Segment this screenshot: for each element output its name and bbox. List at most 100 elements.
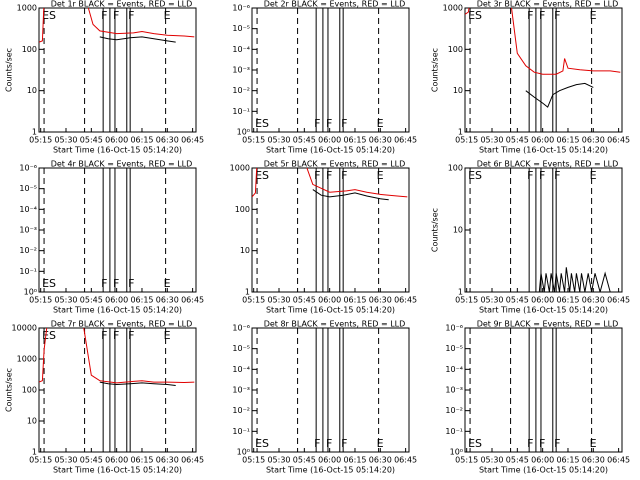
y-tick-label: 100 bbox=[235, 205, 250, 214]
x-tick-label: 05:15 bbox=[29, 456, 52, 465]
y-axis-label: Counts/sec bbox=[431, 208, 440, 252]
x-tick-label: 05:15 bbox=[455, 136, 478, 145]
x-tick-label: 06:30 bbox=[369, 136, 392, 145]
x-tick-label: 06:30 bbox=[369, 456, 392, 465]
data-line bbox=[465, 8, 621, 75]
x-tick-label: 05:45 bbox=[506, 136, 529, 145]
event-label: F bbox=[554, 437, 560, 450]
y-tick-label: 10⁰ bbox=[237, 128, 250, 137]
x-tick-label: 05:30 bbox=[267, 296, 290, 305]
y-tick-label: 1000 bbox=[17, 4, 37, 13]
y-tick-label: 10 bbox=[27, 417, 37, 426]
y-tick-label: 100 bbox=[448, 164, 463, 173]
y-tick-label: 10⁻⁴ bbox=[19, 205, 37, 214]
x-tick-label: 05:45 bbox=[293, 456, 316, 465]
y-tick-label: 100 bbox=[22, 386, 37, 395]
y-tick-label: 10⁻¹ bbox=[445, 427, 463, 436]
x-tick-label: 06:15 bbox=[130, 136, 153, 145]
x-axis-label: Start Time (16-Oct-15 05:14:20) bbox=[266, 306, 395, 315]
event-label: F bbox=[314, 169, 320, 182]
event-label: F bbox=[113, 9, 119, 22]
event-label: E bbox=[164, 277, 171, 290]
y-axis-label: Counts/sec bbox=[5, 368, 14, 412]
event-label: E bbox=[590, 9, 597, 22]
event-label: F bbox=[326, 117, 332, 130]
x-tick-label: 06:00 bbox=[531, 296, 554, 305]
event-label: F bbox=[101, 277, 107, 290]
y-tick-label: 1000 bbox=[443, 4, 463, 13]
event-label: F bbox=[113, 277, 119, 290]
x-tick-label: 05:15 bbox=[242, 456, 265, 465]
event-label: E bbox=[590, 169, 597, 182]
x-tick-label: 06:45 bbox=[181, 296, 204, 305]
data-line bbox=[99, 381, 176, 386]
y-tick-label: 1 bbox=[458, 288, 463, 297]
x-tick-label: 06:45 bbox=[394, 136, 417, 145]
y-tick-label: 10⁻⁴ bbox=[232, 45, 250, 54]
y-tick-label: 10⁻³ bbox=[232, 66, 250, 75]
y-tick-label: 10⁰ bbox=[450, 448, 463, 457]
x-tick-label: 05:45 bbox=[506, 456, 529, 465]
y-tick-label: 10⁻³ bbox=[232, 386, 250, 395]
x-tick-label: 06:15 bbox=[556, 296, 579, 305]
event-label: F bbox=[341, 169, 347, 182]
event-label: E bbox=[377, 169, 384, 182]
y-tick-label: 10⁻² bbox=[445, 406, 463, 415]
y-tick-label: 100 bbox=[22, 45, 37, 54]
x-tick-label: 05:15 bbox=[242, 136, 265, 145]
x-tick-label: 06:00 bbox=[318, 296, 341, 305]
x-tick-label: 06:30 bbox=[156, 296, 179, 305]
panel-title: Det 3r BLACK = Events, RED = LLD bbox=[477, 0, 619, 9]
x-tick-label: 06:30 bbox=[582, 456, 605, 465]
y-tick-label: 10⁻³ bbox=[19, 226, 37, 235]
panel-title: Det 5r BLACK = Events, RED = LLD bbox=[264, 160, 406, 169]
event-label: ES bbox=[255, 437, 269, 450]
y-tick-label: 1 bbox=[32, 448, 37, 457]
x-tick-label: 05:15 bbox=[455, 456, 478, 465]
x-tick-label: 06:15 bbox=[556, 136, 579, 145]
x-tick-label: 06:00 bbox=[318, 456, 341, 465]
x-tick-label: 05:15 bbox=[29, 136, 52, 145]
event-label: ES bbox=[42, 329, 56, 342]
data-line bbox=[312, 189, 389, 201]
x-tick-label: 06:15 bbox=[343, 136, 366, 145]
event-label: ES bbox=[42, 277, 56, 290]
y-tick-label: 1 bbox=[245, 288, 250, 297]
x-tick-label: 05:30 bbox=[54, 136, 77, 145]
x-tick-label: 06:45 bbox=[607, 456, 630, 465]
event-label: ES bbox=[255, 169, 269, 182]
event-label: F bbox=[539, 169, 545, 182]
x-tick-label: 06:00 bbox=[531, 136, 554, 145]
y-axis-label: Counts/sec bbox=[431, 48, 440, 92]
data-line bbox=[525, 82, 594, 108]
x-tick-label: 05:45 bbox=[80, 296, 103, 305]
event-label: F bbox=[314, 437, 320, 450]
x-axis-label: Start Time (16-Oct-15 05:14:20) bbox=[479, 466, 608, 475]
x-tick-label: 05:30 bbox=[480, 136, 503, 145]
x-tick-label: 06:00 bbox=[105, 296, 128, 305]
x-axis-label: Start Time (16-Oct-15 05:14:20) bbox=[266, 146, 395, 155]
x-tick-label: 06:30 bbox=[582, 296, 605, 305]
data-line bbox=[252, 168, 408, 198]
panel-title: Det 6r BLACK = Events, RED = LLD bbox=[477, 160, 619, 169]
y-tick-label: 10 bbox=[453, 86, 463, 95]
x-axis-label: Start Time (16-Oct-15 05:14:20) bbox=[479, 306, 608, 315]
event-label: F bbox=[101, 329, 107, 342]
y-tick-label: 1000 bbox=[230, 164, 250, 173]
event-label: E bbox=[164, 329, 171, 342]
y-tick-label: 10⁻¹ bbox=[232, 107, 250, 116]
event-label: F bbox=[527, 437, 533, 450]
x-tick-label: 06:30 bbox=[582, 136, 605, 145]
event-label: F bbox=[314, 117, 320, 130]
y-tick-label: 10⁻¹ bbox=[19, 267, 37, 276]
x-tick-label: 05:45 bbox=[506, 296, 529, 305]
y-tick-label: 10⁻⁵ bbox=[445, 344, 463, 353]
x-tick-label: 06:30 bbox=[156, 456, 179, 465]
x-axis-label: Start Time (16-Oct-15 05:14:20) bbox=[53, 466, 182, 475]
event-label: ES bbox=[468, 169, 482, 182]
event-label: F bbox=[128, 277, 134, 290]
data-line bbox=[39, 8, 195, 43]
event-label: F bbox=[113, 329, 119, 342]
x-tick-label: 05:45 bbox=[293, 136, 316, 145]
